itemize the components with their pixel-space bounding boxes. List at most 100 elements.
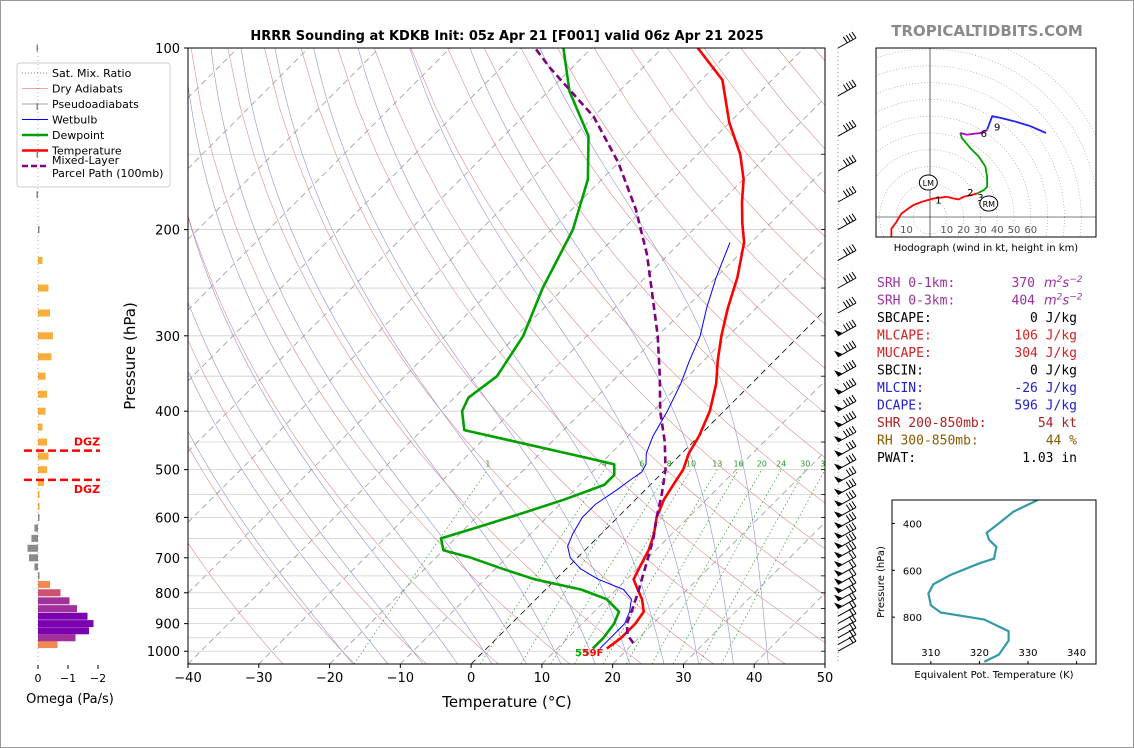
wind-barb-pennant <box>834 388 842 395</box>
omega-tick-label: −2 <box>90 672 106 685</box>
index-value: 54 kt <box>1038 416 1077 431</box>
wind-barb-feather <box>842 415 848 423</box>
wind-barb-feather <box>848 379 854 387</box>
hodograph-xlabel: Hodograph (wind in kt, height in km) <box>894 243 1079 254</box>
hodograph-frame <box>875 47 1097 238</box>
moist-adiabat <box>519 651 527 664</box>
mixing-ratio-line <box>520 469 643 664</box>
omega-bar <box>31 534 38 542</box>
wind-barb-feather <box>845 443 851 450</box>
isotherm-line <box>188 48 522 382</box>
wind-barb-feather <box>848 586 854 593</box>
theta-e-line <box>927 500 1039 663</box>
wind-barb-feather <box>842 84 848 91</box>
wind-barb-feather <box>851 584 857 592</box>
omega-panel: 0 −1 −2 DGZ DGZ <box>24 44 106 685</box>
wind-barb-pennant <box>834 350 842 357</box>
moist-adiabat <box>409 48 697 652</box>
moist-adiabat <box>766 651 769 664</box>
wind-barb-pennant <box>834 488 842 495</box>
omega-bar <box>38 491 40 499</box>
wind-barb-pennant <box>834 602 842 609</box>
wind-barb-feather <box>842 345 848 352</box>
omega-bar <box>36 150 38 158</box>
y-tick-label: 500 <box>155 464 180 479</box>
wind-barb-feather <box>848 552 854 559</box>
omega-bar <box>27 544 38 552</box>
wind-barb-feather <box>848 467 854 475</box>
moist-adiabat <box>539 48 768 652</box>
theta-e-xtick-label: 330 <box>1018 648 1037 659</box>
hodograph-segment <box>959 128 988 136</box>
wind-barb-feather <box>848 601 854 609</box>
index-label: SRH 0-3km: <box>877 294 955 309</box>
y-tick-label: 600 <box>155 511 180 526</box>
wind-barb-feather <box>851 522 857 529</box>
wind-barb-pennant <box>834 511 842 518</box>
wind-barb-feather <box>848 121 854 128</box>
wind-barb <box>837 271 857 289</box>
moist-adiabat <box>357 48 662 652</box>
wind-barb-feather <box>845 299 851 307</box>
index-label: MLCIN: <box>877 381 924 396</box>
y-tick-label: 1000 <box>147 645 180 660</box>
mixing-ratio-line <box>550 469 670 664</box>
wind-barb-pennant <box>834 532 842 539</box>
dry-adiabat <box>483 48 825 459</box>
wind-barb-feather <box>851 559 857 567</box>
omega-bar <box>38 612 88 620</box>
index-value: 0 J/kg <box>1030 364 1077 379</box>
omega-bar <box>38 466 47 474</box>
dgz-label: DGZ <box>74 483 100 496</box>
dry-adiabat <box>447 48 825 504</box>
isotherm-line <box>612 451 825 664</box>
wind-barb-feather <box>845 158 851 165</box>
wind-barb-pennant <box>834 463 842 470</box>
omega-bar <box>34 524 38 532</box>
omega-bar <box>38 620 94 628</box>
y-tick-label: 300 <box>155 330 180 345</box>
unit-exp: 2 <box>1057 293 1063 303</box>
wind-barb <box>834 541 857 559</box>
chart-title: HRRR Sounding at KDKB Init: 05z Apr 21 [… <box>250 29 763 44</box>
omega-bar <box>38 627 89 635</box>
wind-barb-pennant <box>834 594 842 601</box>
wind-barb-feather <box>851 359 857 367</box>
storm-motion-label: RM <box>983 200 996 209</box>
x-tick-label: 50 <box>817 671 834 686</box>
moist-adiabat <box>240 48 555 652</box>
wind-barb-feather <box>842 276 848 284</box>
omega-tick-label: −1 <box>60 672 76 685</box>
wind-barb-feather <box>851 119 857 127</box>
dry-adiabat <box>190 48 571 664</box>
wind-barb-feather <box>851 501 857 508</box>
hodograph-ring-label: 10 <box>940 225 953 236</box>
index-unit: m2s−2 <box>1044 293 1083 309</box>
wind-barb-feather <box>845 343 851 351</box>
wind-barb-feather <box>848 321 854 328</box>
omega-bar <box>38 438 47 446</box>
hodograph-ring-label: 30 <box>974 225 987 236</box>
omega-bar <box>38 605 77 613</box>
wind-barb-feather <box>848 412 854 419</box>
theta-e-xtick-label: 340 <box>1067 648 1086 659</box>
omega-bar <box>34 563 38 571</box>
wind-barb-feather <box>851 453 857 460</box>
legend-label: Temperature <box>51 145 122 158</box>
omega-bar <box>38 641 58 649</box>
wind-barb-feather <box>851 550 857 558</box>
mixing-ratio-label: 4 <box>602 460 607 469</box>
mixing-ratio-line <box>651 469 763 664</box>
wind-barb-feather <box>842 430 848 438</box>
wind-barb-feather <box>845 493 851 500</box>
omega-bar <box>38 634 76 642</box>
x-tick-label: 10 <box>534 671 551 686</box>
series-mixed-layer-parcel-path-mb-line <box>533 48 667 644</box>
wind-barb-feather <box>851 541 857 549</box>
wind-barb <box>834 359 857 377</box>
index-label: SBCIN: <box>877 364 924 379</box>
mixing-ratio-label: 36 <box>820 460 830 469</box>
mixing-ratio-label: 20 <box>757 460 767 469</box>
omega-tick-label: 0 <box>35 672 42 685</box>
moist-adiabat <box>377 651 389 664</box>
